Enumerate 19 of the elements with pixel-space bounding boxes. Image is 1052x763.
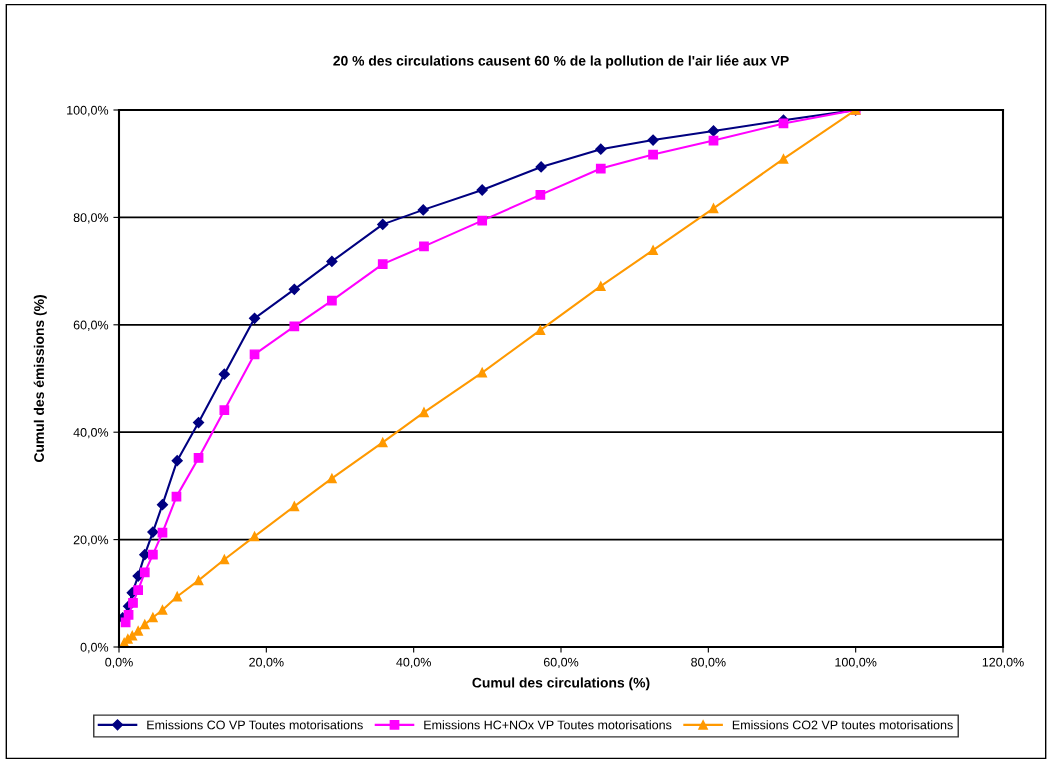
- x-axis-title: Cumul des circulations (%): [472, 677, 650, 691]
- chart-title: 20 % des circulations causent 60 % de la pollution de l'air liée aux VP: [333, 55, 789, 69]
- y-tick-label: 0,0%: [80, 642, 109, 654]
- x-tick-label: 0,0%: [105, 657, 133, 669]
- x-tick-label: 100,0%: [835, 657, 877, 669]
- x-tick-label: 120,0%: [982, 657, 1024, 669]
- y-tick-label: 40,0%: [73, 428, 109, 439]
- legend-label: Emissions HC+NOx VP Toutes motorisations: [424, 720, 672, 730]
- y-tick-label: 20,0%: [73, 535, 109, 546]
- legend-label: Emissions CO2 VP toutes motorisations: [732, 720, 953, 730]
- y-tick-label: 80,0%: [73, 213, 109, 224]
- legend-label: Emissions CO VP Toutes motorisations: [147, 720, 363, 730]
- x-tick-label: 20,0%: [249, 657, 284, 669]
- x-tick-label: 80,0%: [691, 657, 726, 669]
- x-tick-label: 60,0%: [543, 657, 579, 669]
- y-tick-label: 60,0%: [73, 320, 109, 331]
- x-tick-label: 40,0%: [396, 657, 431, 669]
- y-tick-label: 100,0%: [67, 105, 109, 117]
- y-axis-title: Cumul des émissions (%): [33, 295, 47, 463]
